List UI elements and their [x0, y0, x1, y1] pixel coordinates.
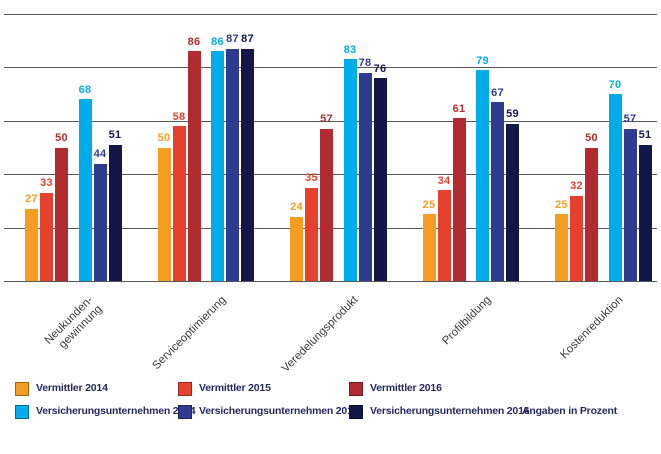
bar-value-label: 87: [226, 33, 239, 46]
bar: [437, 190, 451, 281]
bar: [358, 72, 372, 281]
bar: [40, 192, 53, 281]
legend-swatch: [178, 382, 192, 396]
category-label: Profilbildung: [439, 294, 493, 348]
bar: [422, 214, 436, 282]
bar-value-label: 50: [55, 132, 68, 144]
legend-item: Versicherungsunternehmen 2016: [349, 405, 530, 419]
bar-value-label: 87: [241, 33, 254, 46]
bar-value-label: 35: [305, 172, 318, 185]
bar-value-label: 33: [40, 177, 53, 190]
bar: [570, 195, 583, 281]
bar: [93, 163, 107, 281]
bar-value-label: 25: [422, 198, 436, 211]
bar-value-label: 86: [187, 35, 201, 48]
bar-value-label: 58: [172, 110, 186, 123]
bar: [290, 216, 303, 281]
bar-value-label: 51: [108, 129, 122, 142]
category-label: Kostenreduktion: [558, 294, 626, 362]
legend-swatch: [15, 405, 29, 419]
bar-value-label: 79: [476, 54, 489, 67]
bar: [343, 59, 357, 281]
bar: [226, 48, 239, 281]
legend-label: Vermittler 2016: [370, 382, 442, 394]
bar-value-label: 78: [358, 57, 372, 70]
bar-value-label: 76: [373, 62, 387, 75]
bar: [506, 123, 519, 281]
legend-label: Vermittler 2014: [36, 382, 108, 394]
bar-value-label: 50: [157, 132, 171, 144]
bar: [491, 102, 504, 281]
legend-item: Vermittler 2016: [349, 382, 442, 396]
bar: [608, 94, 622, 281]
bar: [78, 99, 92, 281]
bar-value-label: 34: [437, 174, 451, 187]
gridline-60: [4, 120, 657, 122]
legend-swatch: [15, 382, 29, 396]
bar-value-label: 25: [555, 198, 568, 211]
bar: [55, 147, 68, 281]
bar: [638, 144, 652, 281]
bar: [305, 187, 318, 282]
bar-value-label: 27: [25, 193, 38, 206]
legend-label: Versicherungsunternehmen 2016: [370, 405, 530, 417]
bar-value-label: 61: [452, 102, 466, 115]
bar-value-label: 57: [623, 113, 637, 126]
bar: [157, 147, 171, 281]
bar: [241, 48, 254, 281]
bar: [452, 118, 466, 281]
bar: [476, 70, 489, 281]
legend-item: Versicherungsunternehmen 2015: [178, 405, 359, 419]
legend-swatch: [349, 405, 363, 419]
bar-value-label: 32: [570, 180, 583, 193]
legend-item: Versicherungsunternehmen 2014: [15, 405, 196, 419]
bar: [373, 78, 387, 281]
bar-value-label: 86: [211, 35, 224, 48]
bar-value-label: 51: [638, 129, 652, 142]
bar: [585, 147, 598, 281]
legend-item: Vermittler 2014: [15, 382, 108, 396]
bar-value-label: 44: [93, 148, 107, 160]
bar: [211, 51, 224, 281]
bar-value-label: 68: [78, 83, 92, 96]
gridline-0: [4, 281, 657, 282]
legend-swatch: [178, 405, 192, 419]
bar-value-label: 59: [506, 108, 519, 120]
bar: [623, 128, 637, 281]
bar: [187, 51, 201, 281]
bar-value-label: 57: [320, 113, 333, 126]
legend-swatch: [349, 382, 363, 396]
legend-label: Versicherungsunternehmen 2014: [36, 405, 196, 417]
legend-item: Vermittler 2015: [178, 382, 271, 396]
bar: [555, 214, 568, 282]
percent-note: Angaben in Prozent: [522, 405, 617, 417]
legend-label: Versicherungsunternehmen 2015: [199, 405, 359, 417]
bar: [320, 128, 333, 281]
bar-value-label: 83: [343, 43, 357, 56]
legend-label: Vermittler 2015: [199, 382, 271, 394]
bar: [25, 208, 38, 281]
bar-value-label: 70: [608, 78, 622, 91]
category-label: Veredelungsprodukt: [279, 294, 361, 375]
bar: [108, 144, 122, 281]
bar-chart: 27 33 50 68 44 51 50 58 86 86 87 87 24 35 57 83 78 76 25 34…: [4, 14, 657, 419]
gridline-80: [4, 67, 657, 69]
bar: [172, 126, 186, 281]
bar-value-label: 67: [491, 86, 504, 99]
bar-value-label: 50: [585, 132, 598, 144]
gridline-100: [4, 14, 657, 15]
bar-value-label: 24: [290, 201, 303, 214]
